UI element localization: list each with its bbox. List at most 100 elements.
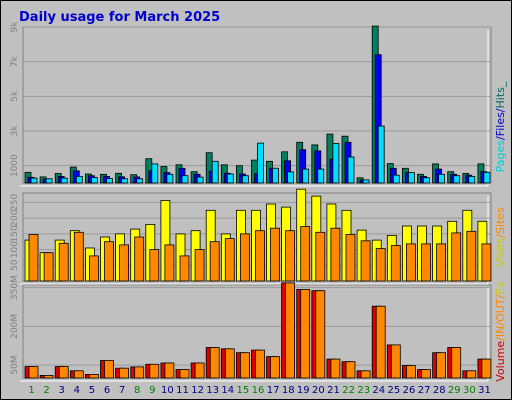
bar-volume-out-day-2: [43, 374, 54, 379]
bar-hits-pages-day-19: [302, 168, 310, 184]
legend-hits: Pages/Files/Hits_: [494, 81, 507, 172]
bar-volume-out-day-7: [119, 367, 129, 379]
bar-hits-pages-day-6: [106, 178, 113, 184]
day-label: 10: [161, 385, 174, 396]
bar-hits-pages-day-16: [257, 142, 264, 184]
bar-visits-sites-day-31: [481, 243, 492, 282]
bar-visits-sites-day-14: [224, 238, 235, 282]
legend-volume: Volume/IN/OUT/Ex: [494, 281, 507, 382]
bar-hits-pages-day-4: [75, 175, 83, 184]
day-label: 2: [43, 385, 49, 396]
bar-visits-sites-day-12: [194, 249, 205, 282]
bar-visits-sites-day-17: [270, 227, 280, 282]
day-label: 25: [388, 385, 401, 396]
chart-panels: 10003k5k7k9kPages/Files/Hits_50100150200…: [10, 21, 507, 382]
tick-label: 50: [10, 259, 20, 271]
tick-label: 350M: [10, 275, 20, 300]
legend-entry: Pages: [494, 140, 507, 173]
legend-entry: /: [494, 294, 507, 298]
bar-visits-sites-day-16: [255, 230, 265, 282]
plot-area: [22, 26, 492, 184]
bar-visits-sites-day-8: [134, 236, 145, 282]
bar-hits-pages-day-26: [407, 172, 415, 184]
bar-hits-pages-day-15: [241, 175, 249, 184]
bar-visits-sites-day-25: [390, 245, 401, 282]
legend-entry: Visits: [494, 237, 507, 266]
day-label: 14: [221, 385, 234, 396]
legend-entry: /: [494, 337, 507, 341]
day-label: 19: [297, 385, 310, 396]
bar-volume-out-day-17: [270, 356, 280, 379]
bar-visits-sites-day-10: [164, 244, 175, 282]
bar-hits-pages-day-28: [438, 173, 446, 184]
bar-visits-sites-day-1: [28, 234, 39, 282]
bar-hits-pages-day-14: [226, 173, 234, 184]
day-label: 12: [191, 385, 204, 396]
bar-visits-sites-day-27: [421, 243, 431, 282]
legend-entry: /: [494, 322, 507, 326]
legend-entry: Files: [494, 112, 507, 136]
bar-volume-out-day-26: [405, 365, 416, 379]
legend-entry: IN: [494, 326, 507, 337]
bar-volume-out-day-25: [390, 344, 401, 379]
bar-volume-out-day-28: [436, 352, 447, 379]
bar-volume-out-day-31: [481, 358, 492, 379]
bar-hits-pages-day-29: [453, 175, 461, 184]
day-label: 20: [312, 385, 325, 396]
day-label: 15: [237, 385, 250, 396]
bar-hits-pages-day-9: [151, 163, 159, 184]
bar-hits-pages-day-2: [45, 178, 53, 184]
legend-entry: Ex: [494, 281, 507, 295]
bar-visits-sites-day-29: [451, 232, 462, 282]
tick-label: 1000: [10, 154, 20, 177]
bar-visits-sites-day-7: [119, 244, 129, 282]
bar-volume-out-day-13: [209, 347, 220, 379]
day-label: 9: [149, 385, 155, 396]
bar-volume-out-day-16: [255, 349, 265, 379]
day-label: 17: [267, 385, 280, 396]
day-label: 1: [28, 385, 34, 396]
bar-visits-sites-day-21: [330, 227, 341, 282]
bar-volume-out-day-11: [179, 369, 190, 379]
bar-hits-pages-day-21: [332, 143, 340, 184]
tick-label: 9k: [10, 21, 20, 33]
day-label: 30: [463, 385, 476, 396]
bar-volume-out-day-21: [330, 358, 341, 379]
bar-visits-sites-day-13: [209, 241, 220, 282]
bar-visits-sites-day-22: [345, 234, 356, 282]
day-label: 24: [372, 385, 385, 396]
bar-hits-pages-day-3: [60, 177, 68, 184]
tick-label: 200M: [10, 314, 20, 339]
bar-hits-pages-day-24: [377, 125, 385, 184]
day-label: 8: [134, 385, 140, 396]
bar-volume-out-day-1: [28, 366, 39, 379]
chart-title: Daily usage for March 2025: [19, 10, 220, 25]
day-label: 11: [176, 385, 189, 396]
bar-visits-sites-day-11: [179, 255, 190, 282]
bar-visits-sites-day-18: [285, 230, 296, 282]
tick-label: 150: [10, 225, 20, 242]
bar-visits-sites-day-9: [149, 249, 160, 282]
bar-volume-out-day-19: [300, 288, 311, 379]
legend-entry: Sites: [494, 207, 507, 234]
bar-volume-out-day-22: [345, 361, 356, 379]
bar-visits-sites-day-19: [300, 226, 311, 282]
bar-hits-pages-day-23: [362, 179, 370, 184]
tick-label: 3k: [10, 125, 20, 137]
bar-hits-pages-day-22: [347, 156, 355, 184]
day-label: 22: [342, 385, 355, 396]
day-label: 4: [74, 385, 80, 396]
day-label: 23: [357, 385, 370, 396]
tick-label: 100: [10, 241, 20, 258]
bar-visits-sites-day-30: [466, 230, 477, 282]
day-label: 28: [433, 385, 446, 396]
day-label: 31: [478, 385, 491, 396]
bar-hits-pages-day-20: [317, 168, 325, 184]
bar-volume-out-day-24: [375, 305, 386, 379]
day-label: 16: [252, 385, 265, 396]
tick-label: 200: [10, 209, 20, 226]
bar-hits-pages-day-8: [136, 178, 144, 184]
